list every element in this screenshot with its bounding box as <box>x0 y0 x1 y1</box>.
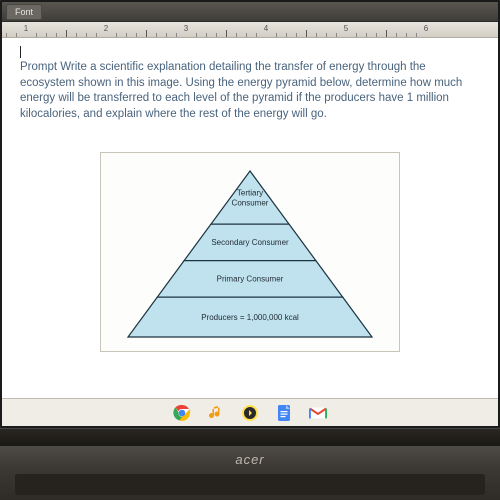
ruler-number: 5 <box>344 24 348 33</box>
chrome-icon[interactable] <box>173 404 191 422</box>
pyramid-label: Primary Consumer <box>217 275 284 284</box>
keyboard <box>15 473 485 495</box>
ruler-number: 1 <box>24 24 28 33</box>
taskbar <box>2 398 498 426</box>
laptop-base: acer <box>0 446 500 500</box>
pyramid-figure: TertiaryConsumer Secondary Consumer Primar… <box>100 152 400 352</box>
ruler-number: 3 <box>184 24 188 33</box>
music-icon[interactable] <box>207 404 225 422</box>
ruler-number: 4 <box>264 24 268 33</box>
text-cursor <box>20 46 21 58</box>
ruler-number: 2 <box>104 24 108 33</box>
docs-icon[interactable] <box>275 404 293 422</box>
font-dropdown[interactable]: Font <box>6 4 42 20</box>
gmail-icon[interactable] <box>309 404 327 422</box>
pyramid-label: Consumer <box>232 198 269 207</box>
energy-pyramid: TertiaryConsumer Secondary Consumer Primar… <box>120 165 380 343</box>
app-toolbar: Font <box>2 2 498 22</box>
pyramid-label: Secondary Consumer <box>211 238 289 247</box>
pyramid-label: Producers = 1,000,000 kcal <box>201 313 299 322</box>
norton-icon[interactable] <box>241 404 259 422</box>
prompt-paragraph: Prompt Write a scientific explanation de… <box>20 60 480 122</box>
document-body[interactable]: Prompt Write a scientific explanation de… <box>2 38 498 426</box>
screen: Font 1 2 3 4 5 6 Prompt Write a scientific ex… <box>0 0 500 428</box>
laptop-brand: acer <box>235 452 264 467</box>
ruler: 1 2 3 4 5 6 <box>2 22 498 38</box>
pyramid-label: Tertiary <box>237 188 263 197</box>
laptop-bezel <box>0 428 500 446</box>
ruler-number: 6 <box>424 24 428 33</box>
